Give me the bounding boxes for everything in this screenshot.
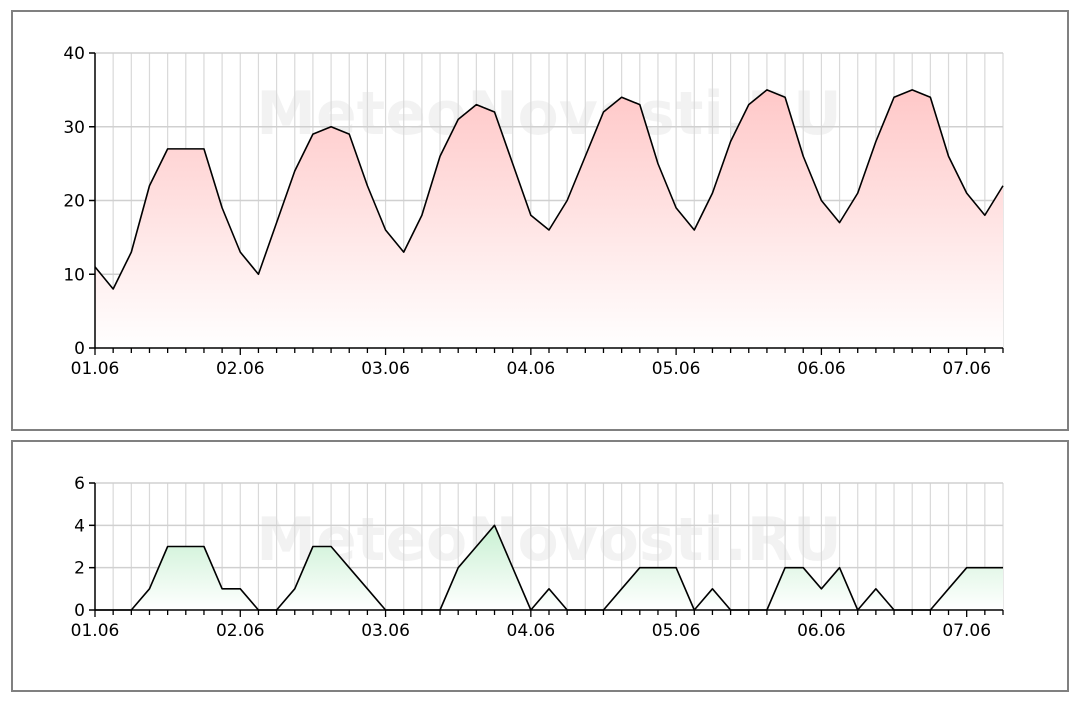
series-line bbox=[95, 524, 1003, 611]
y-tick-label: 6 bbox=[74, 474, 85, 494]
x-tick-label: 03.06 bbox=[361, 359, 410, 379]
x-tick-label: 01.06 bbox=[71, 621, 120, 641]
series-area bbox=[95, 525, 1003, 610]
x-tick-label: 04.06 bbox=[507, 621, 556, 641]
x-tick-label: 03.06 bbox=[361, 621, 410, 641]
x-tick-label: 07.06 bbox=[942, 359, 991, 379]
x-tick-label: 06.06 bbox=[797, 621, 846, 641]
y-tick-label: 40 bbox=[63, 44, 85, 64]
x-tick-label: 04.06 bbox=[507, 359, 556, 379]
x-tick-label: 06.06 bbox=[797, 359, 846, 379]
series-line bbox=[94, 89, 1004, 290]
precipitation-chart-panel: MeteoNovosti.RU 0 2 4 6 01.06 02.06 03.06 04.06 0… bbox=[11, 440, 1069, 692]
y-tick-label: 20 bbox=[63, 192, 85, 212]
x-tick-label: 07.06 bbox=[942, 621, 991, 641]
x-tick-label: 02.06 bbox=[216, 621, 265, 641]
y-tick-label: 10 bbox=[63, 265, 85, 285]
y-tick-label: 0 bbox=[74, 601, 85, 621]
y-tick-label: 30 bbox=[63, 118, 85, 138]
y-tick-label: 2 bbox=[74, 559, 85, 579]
y-tick-label: 0 bbox=[74, 339, 85, 359]
series-area bbox=[95, 89, 1003, 348]
x-tick-label: 05.06 bbox=[652, 359, 701, 379]
temperature-chart-panel: MeteoNovosti.RU 0 10 20 30 40 01.06 02.06 03.06 0… bbox=[11, 10, 1069, 431]
x-tick-label: 05.06 bbox=[652, 621, 701, 641]
x-tick-label: 02.06 bbox=[216, 359, 265, 379]
x-tick-label: 01.06 bbox=[71, 359, 120, 379]
y-tick-label: 4 bbox=[74, 516, 85, 536]
